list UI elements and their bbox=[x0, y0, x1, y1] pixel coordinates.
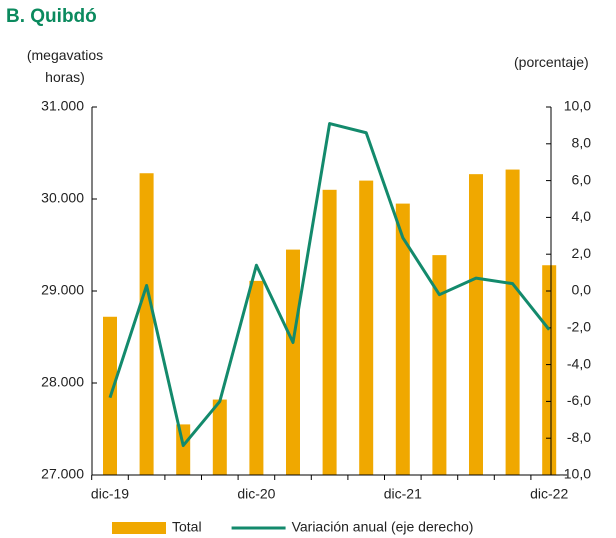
legend-label: Variación anual (eje derecho) bbox=[292, 519, 474, 535]
legend-label: Total bbox=[172, 519, 202, 535]
y2-tick-label: -10,0 bbox=[559, 466, 591, 482]
bar bbox=[322, 189, 337, 476]
y2-tick-label: 2,0 bbox=[572, 245, 592, 261]
bar bbox=[249, 280, 264, 475]
y2-tick-label: 8,0 bbox=[572, 135, 592, 151]
y2-tick-label: -4,0 bbox=[567, 355, 591, 371]
bar bbox=[286, 249, 300, 475]
y2-tick-label: 4,0 bbox=[572, 208, 592, 224]
chart-title: B. Quibdó bbox=[6, 6, 97, 27]
y-tick-label: 28.000 bbox=[41, 374, 84, 390]
y-tick-label: 30.000 bbox=[41, 190, 84, 206]
bar bbox=[542, 265, 557, 475]
y2-tick-label: -8,0 bbox=[567, 429, 591, 445]
y-tick-label: 31.000 bbox=[41, 98, 84, 114]
x-tick-label: dic-22 bbox=[530, 486, 568, 502]
y-tick-label: 27.000 bbox=[41, 466, 84, 482]
bar bbox=[176, 424, 191, 475]
line bbox=[108, 122, 551, 448]
y-axis-label: (megavatios horas) bbox=[26, 47, 104, 85]
y2-tick-label: -2,0 bbox=[567, 319, 591, 335]
x-tick-label: dic-21 bbox=[384, 486, 422, 502]
x-tick-label: dic-20 bbox=[237, 486, 275, 502]
bar bbox=[139, 173, 154, 476]
y2-axis-label: (porcentaje) bbox=[514, 54, 589, 70]
bar bbox=[359, 180, 374, 475]
y2-tick-label: -6,0 bbox=[567, 392, 591, 408]
bar bbox=[432, 255, 447, 475]
y2-tick-label: 0,0 bbox=[572, 282, 592, 298]
y2-tick-label: 6,0 bbox=[572, 171, 592, 187]
y-tick-label: 29.000 bbox=[41, 282, 84, 298]
bar bbox=[395, 203, 410, 475]
bar bbox=[469, 174, 483, 475]
bar bbox=[505, 169, 520, 475]
bar bbox=[212, 399, 227, 475]
legend-swatch bbox=[112, 522, 166, 534]
x-tick-label: dic-19 bbox=[91, 486, 129, 502]
y2-tick-label: 10,0 bbox=[564, 98, 591, 114]
